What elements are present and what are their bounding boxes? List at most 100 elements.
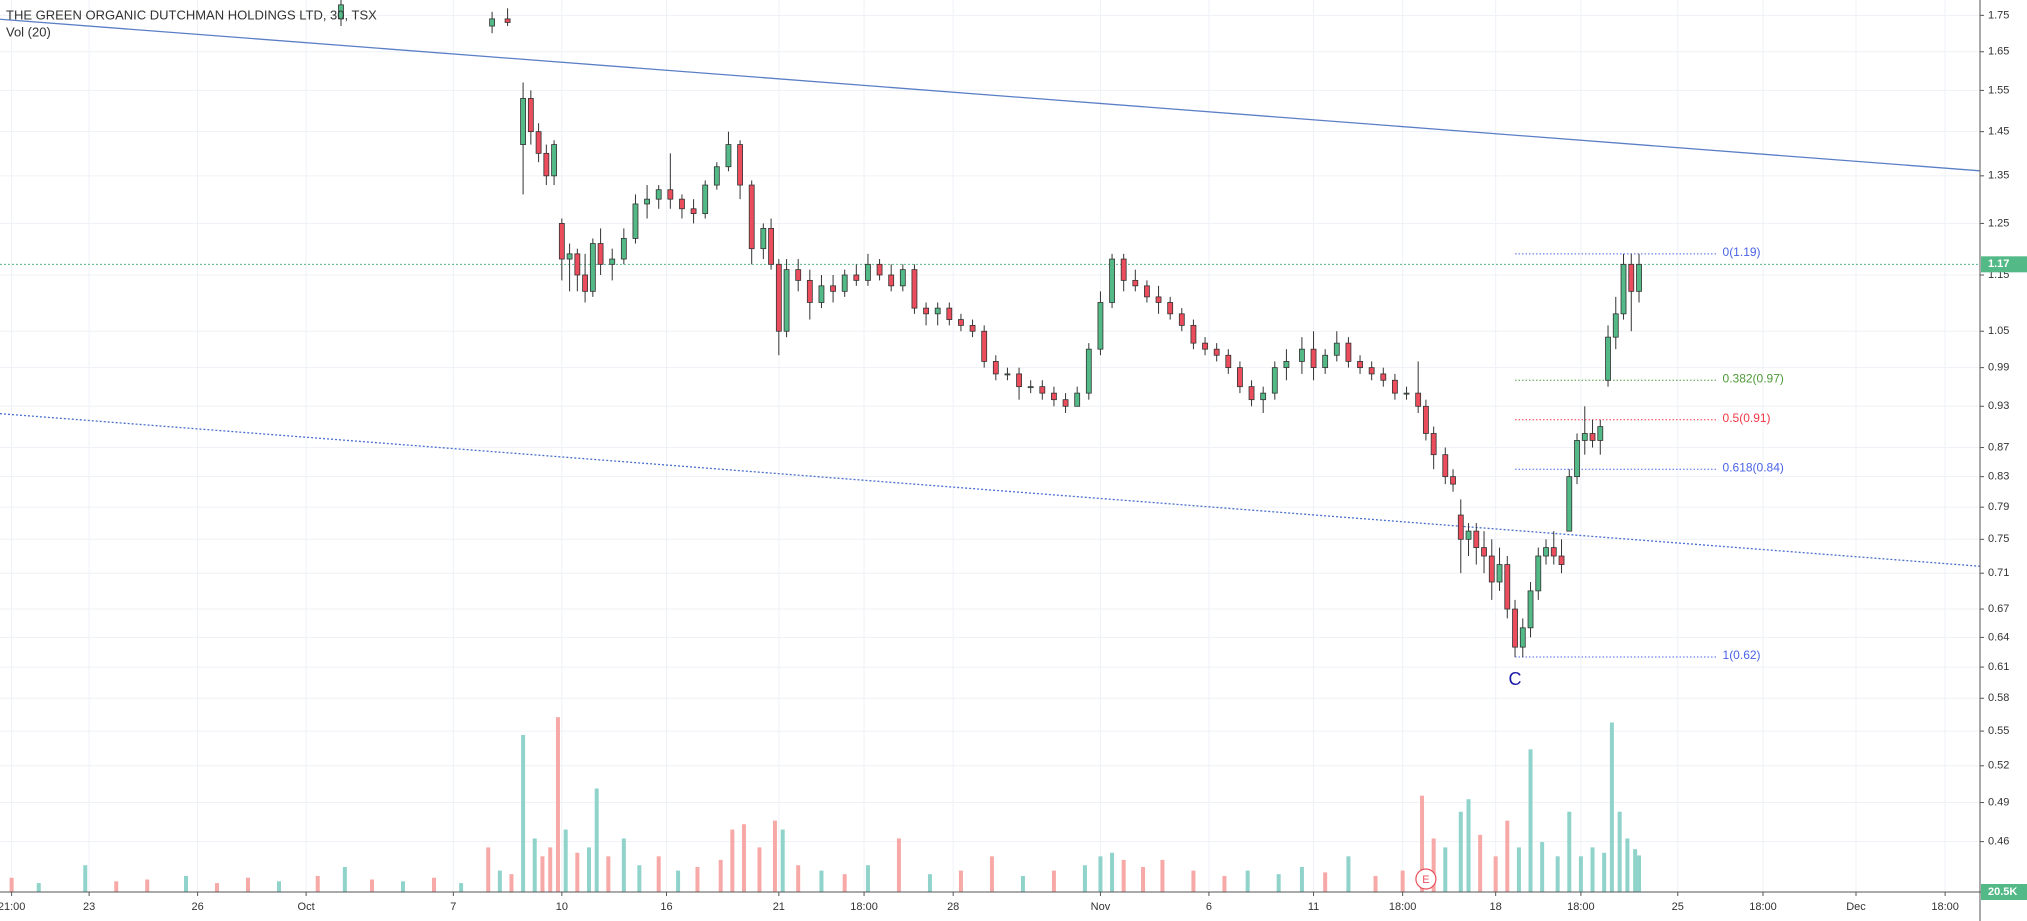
candle-body	[1190, 324, 1197, 344]
volume-bar	[1431, 838, 1436, 892]
candle-body	[1512, 608, 1518, 648]
volume-bar	[183, 875, 188, 892]
volume-bar	[532, 838, 537, 892]
candle-body	[690, 208, 697, 215]
volume-bar	[865, 865, 870, 892]
y-tick-label: 0.61	[1988, 661, 2009, 673]
volume-bar	[486, 847, 491, 892]
volume-bar	[214, 883, 219, 892]
volume-bar	[1617, 811, 1622, 892]
candle-body	[1074, 392, 1081, 407]
volume-bar	[548, 847, 553, 892]
volume-bar	[1299, 867, 1304, 892]
axes: 1.751.651.551.451.351.251.151.050.990.93…	[0, 9, 2027, 913]
candle-body	[760, 227, 767, 250]
y-tick-label: 0.71	[1988, 567, 2009, 579]
candle-body	[748, 184, 755, 250]
price-pane: 0(1.19) 0.382(0.97) 0.5(0.91) 0.618(0.84) 1(…	[0, 0, 1980, 890]
x-tick-label: 18:00	[1749, 901, 1777, 913]
x-tick-label: Nov	[1091, 901, 1111, 913]
candle-body	[806, 279, 813, 303]
volume-bar	[1346, 856, 1351, 892]
volume-bar	[1222, 875, 1227, 892]
candle-body	[830, 285, 836, 292]
x-tick-label: 18:00	[850, 901, 878, 913]
candle-body	[1368, 367, 1375, 375]
volume-bar	[1478, 834, 1483, 892]
candle-body	[713, 166, 720, 186]
y-tick-label: 0.79	[1988, 501, 2009, 513]
candle-body	[574, 253, 581, 276]
candle-body	[551, 144, 557, 177]
candle-body	[597, 243, 604, 265]
candle-body	[1380, 373, 1387, 381]
candle-body	[1260, 392, 1267, 401]
volume-bar	[1443, 847, 1448, 892]
x-tick-label: 18:00	[1567, 901, 1595, 913]
candle-body	[1027, 386, 1034, 389]
y-tick-label: 1.35	[1988, 170, 2009, 182]
candle-body	[1155, 296, 1162, 303]
x-tick-label: 18:00	[1389, 901, 1417, 913]
fib-label: 1(0.62)	[1723, 648, 1761, 662]
volume-bar	[563, 829, 568, 892]
volume-bar	[575, 852, 580, 892]
x-tick-label: 10	[556, 901, 568, 913]
y-tick-label: 0.83	[1988, 471, 2009, 483]
candle-body	[1403, 392, 1410, 395]
y-tick-label: 0.67	[1988, 603, 2009, 615]
candle-body	[1504, 564, 1511, 610]
candle-body	[655, 189, 662, 200]
candle-body	[1109, 258, 1115, 303]
candle-body	[1574, 440, 1580, 478]
volume-bar	[497, 870, 502, 892]
candle-body	[725, 144, 732, 168]
candle-body	[899, 269, 906, 287]
candle-body	[504, 18, 511, 23]
volume-bar	[780, 829, 785, 892]
y-tick-label: 0.75	[1988, 533, 2009, 545]
candle-body	[644, 198, 650, 205]
trend-line	[0, 412, 1980, 567]
volume-bar	[1516, 847, 1521, 892]
x-tick-label: 25	[1672, 901, 1684, 913]
volume-bar	[369, 879, 374, 892]
volume-bar	[772, 820, 777, 892]
candle-body	[589, 243, 596, 292]
candle-body	[737, 144, 743, 186]
y-tick-label: 1.45	[1988, 126, 2009, 138]
volume-pane	[9, 717, 1642, 892]
candle-body	[911, 269, 918, 309]
volume-bar	[276, 881, 281, 892]
candle-body	[958, 319, 964, 326]
volume-bar	[1110, 852, 1115, 892]
volume-bar	[819, 870, 824, 892]
volume-bar	[718, 859, 723, 892]
volume-bar	[606, 856, 611, 892]
candle-body	[582, 274, 588, 292]
volume-bar	[637, 865, 642, 892]
x-tick-label: 11	[1308, 901, 1319, 913]
x-tick-label: Oct	[298, 901, 315, 913]
x-tick-label: 16	[660, 901, 672, 913]
y-tick-label: 1.75	[1988, 9, 2009, 21]
volume-bar	[400, 881, 405, 892]
volume-bar	[1121, 859, 1126, 892]
candle-body	[888, 274, 895, 287]
candle-body	[1357, 361, 1363, 369]
volume-bar	[741, 824, 746, 892]
volume-bar	[1245, 870, 1250, 892]
candle-body	[1473, 530, 1480, 549]
y-tick-label: 0.87	[1988, 441, 2009, 453]
x-tick-label: 7	[450, 901, 456, 913]
candle-body	[795, 269, 802, 281]
x-tick-label: 21:00	[0, 901, 25, 913]
volume-label-box	[1981, 884, 2027, 900]
candle-body	[1605, 336, 1611, 381]
candle-body	[1488, 555, 1495, 583]
chart-title: THE GREEN ORGANIC DUTCHMAN HOLDINGS LTD,…	[6, 7, 377, 22]
volume-label: 20.5K	[1988, 886, 2017, 898]
y-tick-label: 0.55	[1988, 725, 2009, 737]
x-tick-label: 26	[191, 901, 203, 913]
